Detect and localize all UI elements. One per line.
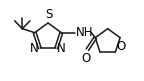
Text: O: O <box>82 52 91 65</box>
Text: N: N <box>30 42 39 55</box>
Text: S: S <box>45 9 52 21</box>
Text: N: N <box>57 42 66 55</box>
Text: NH: NH <box>76 26 94 39</box>
Text: O: O <box>116 40 126 53</box>
